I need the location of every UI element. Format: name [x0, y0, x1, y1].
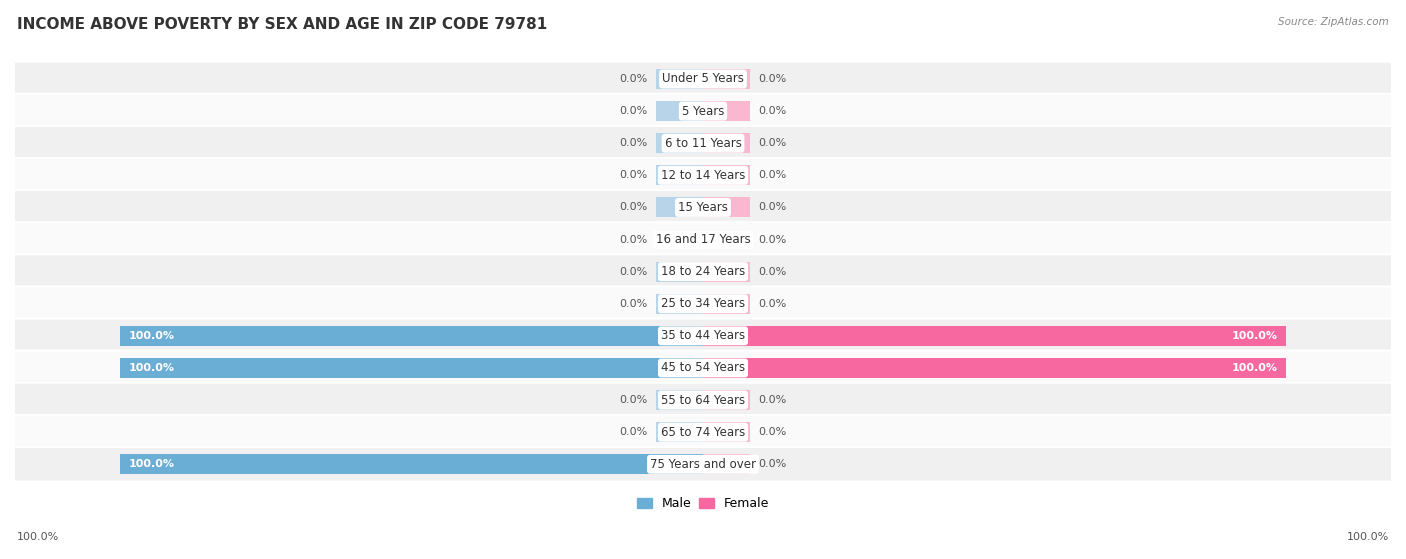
Text: 100.0%: 100.0% — [1232, 363, 1277, 373]
Text: 0.0%: 0.0% — [758, 267, 786, 277]
Legend: Male, Female: Male, Female — [631, 492, 775, 515]
Bar — [657, 262, 703, 282]
Text: Source: ZipAtlas.com: Source: ZipAtlas.com — [1278, 17, 1389, 27]
Bar — [703, 69, 749, 89]
FancyBboxPatch shape — [0, 158, 1406, 193]
Bar — [120, 358, 703, 378]
Text: 100.0%: 100.0% — [129, 363, 174, 373]
Bar — [657, 101, 703, 121]
Bar — [657, 133, 703, 153]
Bar — [703, 326, 1286, 346]
Bar — [703, 101, 749, 121]
Bar — [703, 262, 749, 282]
FancyBboxPatch shape — [0, 190, 1406, 225]
Text: 35 to 44 Years: 35 to 44 Years — [661, 329, 745, 342]
FancyBboxPatch shape — [0, 254, 1406, 289]
Text: 55 to 64 Years: 55 to 64 Years — [661, 394, 745, 406]
FancyBboxPatch shape — [0, 286, 1406, 321]
Text: 0.0%: 0.0% — [758, 138, 786, 148]
Text: 0.0%: 0.0% — [758, 202, 786, 212]
Text: 0.0%: 0.0% — [620, 138, 648, 148]
Text: 0.0%: 0.0% — [758, 427, 786, 437]
Bar — [657, 230, 703, 249]
Text: 65 to 74 Years: 65 to 74 Years — [661, 426, 745, 439]
Text: 0.0%: 0.0% — [758, 395, 786, 405]
Text: 5 Years: 5 Years — [682, 105, 724, 117]
Text: 0.0%: 0.0% — [620, 299, 648, 309]
Bar — [657, 197, 703, 217]
Text: 0.0%: 0.0% — [620, 170, 648, 181]
Bar — [657, 165, 703, 185]
Text: INCOME ABOVE POVERTY BY SEX AND AGE IN ZIP CODE 79781: INCOME ABOVE POVERTY BY SEX AND AGE IN Z… — [17, 17, 547, 32]
Bar — [703, 358, 1286, 378]
Bar — [703, 133, 749, 153]
FancyBboxPatch shape — [0, 126, 1406, 160]
FancyBboxPatch shape — [0, 447, 1406, 482]
Text: 100.0%: 100.0% — [17, 532, 59, 542]
FancyBboxPatch shape — [0, 319, 1406, 353]
Text: 12 to 14 Years: 12 to 14 Years — [661, 169, 745, 182]
Text: 18 to 24 Years: 18 to 24 Years — [661, 265, 745, 278]
FancyBboxPatch shape — [0, 61, 1406, 96]
Text: 16 and 17 Years: 16 and 17 Years — [655, 233, 751, 246]
Text: 100.0%: 100.0% — [1232, 331, 1277, 341]
Text: 0.0%: 0.0% — [758, 74, 786, 84]
Bar — [120, 326, 703, 346]
Text: 100.0%: 100.0% — [129, 459, 174, 470]
FancyBboxPatch shape — [0, 222, 1406, 257]
Text: 0.0%: 0.0% — [758, 235, 786, 244]
Text: 0.0%: 0.0% — [620, 395, 648, 405]
Text: 6 to 11 Years: 6 to 11 Years — [665, 137, 741, 150]
Text: Under 5 Years: Under 5 Years — [662, 73, 744, 86]
Text: 0.0%: 0.0% — [620, 202, 648, 212]
Text: 0.0%: 0.0% — [758, 170, 786, 181]
Text: 0.0%: 0.0% — [620, 106, 648, 116]
Bar — [703, 422, 749, 442]
Text: 15 Years: 15 Years — [678, 201, 728, 214]
Text: 0.0%: 0.0% — [620, 74, 648, 84]
FancyBboxPatch shape — [0, 350, 1406, 385]
Bar — [657, 422, 703, 442]
FancyBboxPatch shape — [0, 94, 1406, 129]
Bar — [703, 165, 749, 185]
Bar — [120, 454, 703, 474]
Bar — [703, 294, 749, 314]
Text: 0.0%: 0.0% — [620, 235, 648, 244]
FancyBboxPatch shape — [0, 383, 1406, 418]
Text: 0.0%: 0.0% — [758, 459, 786, 470]
Text: 45 to 54 Years: 45 to 54 Years — [661, 362, 745, 375]
Bar — [657, 390, 703, 410]
Text: 100.0%: 100.0% — [1347, 532, 1389, 542]
Bar — [657, 294, 703, 314]
Bar — [703, 230, 749, 249]
Text: 100.0%: 100.0% — [129, 331, 174, 341]
Bar — [703, 197, 749, 217]
Text: 0.0%: 0.0% — [758, 106, 786, 116]
Text: 75 Years and over: 75 Years and over — [650, 458, 756, 471]
Bar — [703, 390, 749, 410]
FancyBboxPatch shape — [0, 415, 1406, 449]
Text: 0.0%: 0.0% — [620, 267, 648, 277]
Text: 25 to 34 Years: 25 to 34 Years — [661, 297, 745, 310]
Text: 0.0%: 0.0% — [758, 299, 786, 309]
Bar — [703, 454, 749, 474]
Bar — [657, 69, 703, 89]
Text: 0.0%: 0.0% — [620, 427, 648, 437]
